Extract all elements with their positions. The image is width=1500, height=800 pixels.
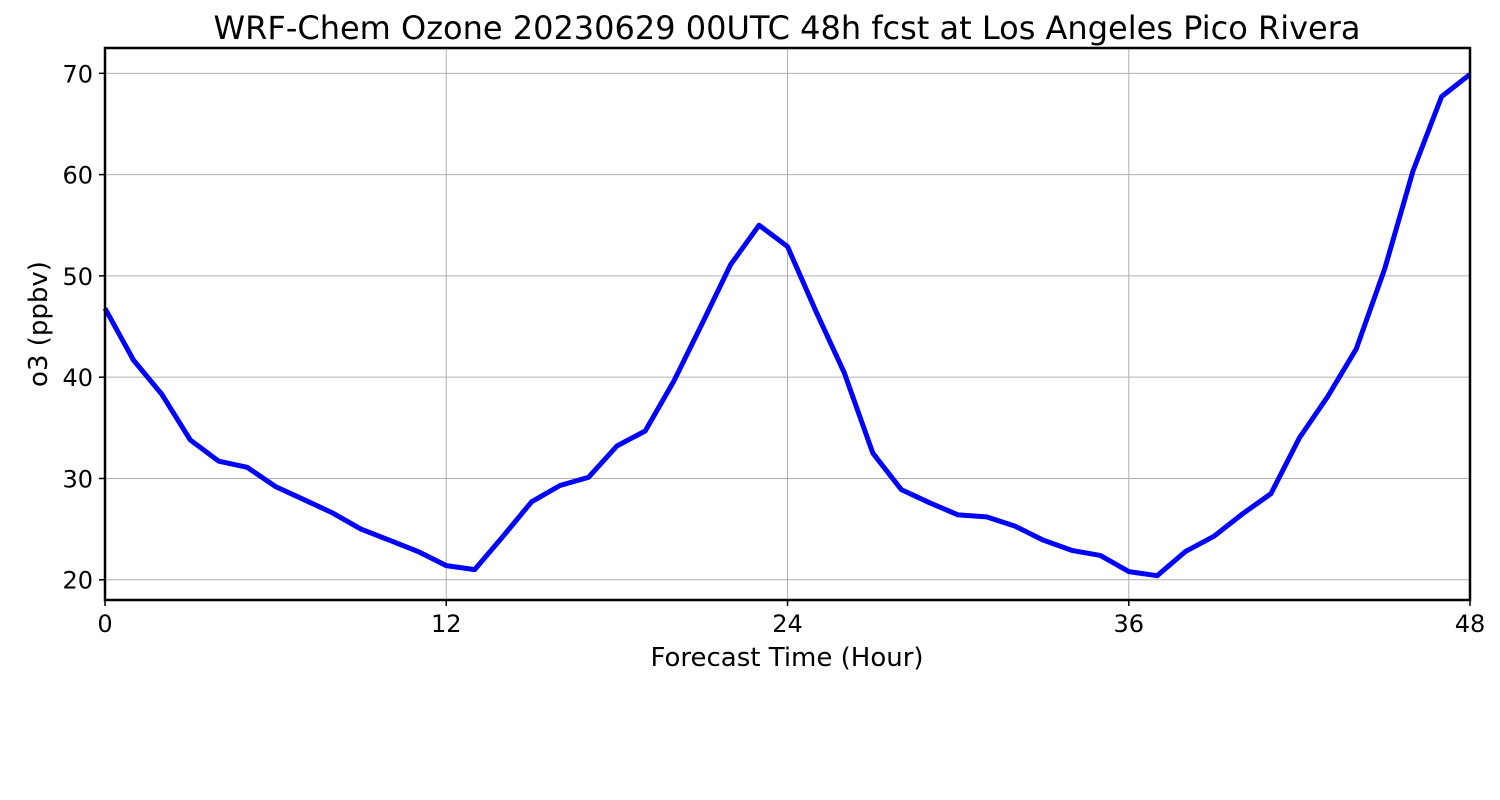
x-tick-label: 0 — [97, 610, 112, 638]
x-axis-title: Forecast Time (Hour) — [650, 643, 923, 673]
axis-ticks: 0 12 24 36 48 20 30 40 50 60 70 — [62, 60, 1485, 638]
y-tick-label: 60 — [62, 162, 93, 190]
x-tick-label: 36 — [1113, 610, 1144, 638]
ozone-series-line — [102, 72, 1472, 579]
y-tick-label: 30 — [62, 465, 93, 493]
y-axis-title: o3 (ppbv) — [24, 261, 54, 387]
chart-title: WRF-Chem Ozone 20230629 00UTC 48h fcst a… — [214, 9, 1361, 47]
x-tick-label: 24 — [772, 610, 803, 638]
y-tick-label: 70 — [62, 60, 93, 88]
y-tick-label: 20 — [62, 567, 93, 595]
x-tick-label: 48 — [1455, 610, 1486, 638]
y-tick-label: 50 — [62, 263, 93, 291]
y-tick-label: 40 — [62, 364, 93, 392]
x-tick-label: 12 — [431, 610, 462, 638]
series-layer — [102, 72, 1472, 579]
